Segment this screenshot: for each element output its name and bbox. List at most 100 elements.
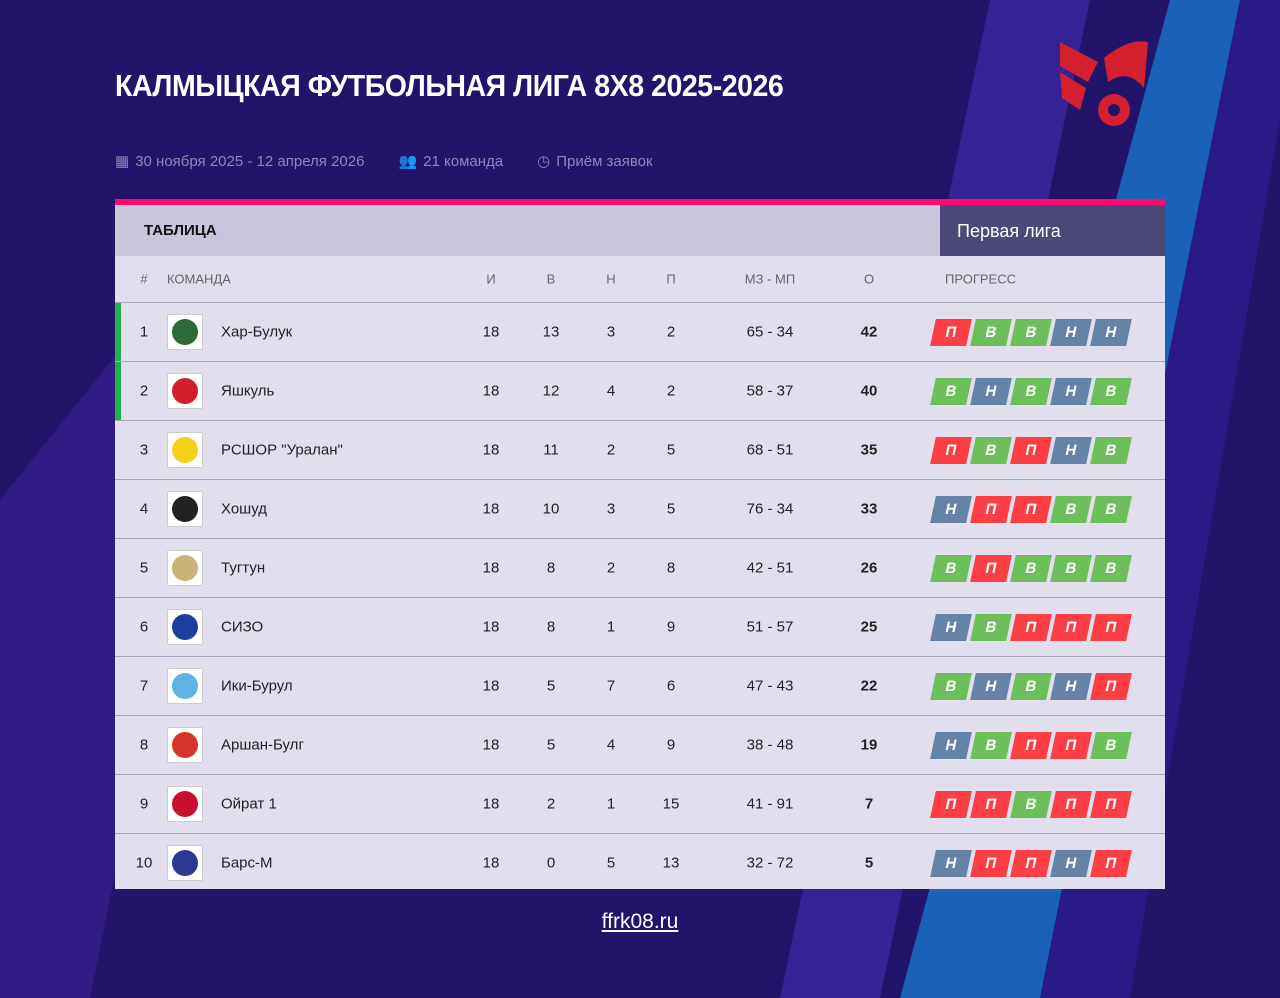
played: 18 — [482, 500, 500, 518]
standings-table: ТАБЛИЦА Первая лига # КОМАНДА И В Н П МЗ… — [115, 199, 1165, 889]
goals: 65 - 34 — [746, 323, 794, 341]
won: 8 — [546, 559, 556, 577]
team-name[interactable]: Ойрат 1 — [221, 795, 277, 813]
team-logo — [167, 727, 203, 763]
points: 35 — [860, 441, 878, 459]
result-badge: В — [1050, 555, 1092, 582]
team-name[interactable]: РСШОР "Уралан" — [221, 441, 343, 459]
league-tab[interactable]: Первая лига — [940, 205, 1165, 256]
won: 12 — [542, 382, 560, 400]
won: 5 — [546, 677, 556, 695]
calendar-icon: ▦ — [115, 153, 130, 170]
col-played: И — [486, 271, 496, 287]
played: 18 — [482, 795, 500, 813]
result-badge: Н — [930, 850, 972, 877]
position: 9 — [139, 795, 149, 813]
result-badge: П — [1010, 496, 1052, 523]
result-badge: Н — [1050, 437, 1092, 464]
won: 11 — [543, 441, 559, 459]
won: 0 — [546, 854, 556, 872]
result-badge: Н — [1050, 673, 1092, 700]
result-badge: П — [970, 791, 1012, 818]
result-badge: Н — [970, 378, 1012, 405]
points: 33 — [860, 500, 878, 518]
site-link[interactable]: ffrk08.ru — [601, 910, 679, 933]
won: 8 — [546, 618, 556, 636]
result-badge: П — [1050, 614, 1092, 641]
team-name[interactable]: Барс-М — [221, 854, 273, 872]
result-badge: П — [1090, 673, 1132, 700]
goals: 32 - 72 — [746, 854, 794, 872]
goals: 41 - 91 — [746, 795, 794, 813]
result-badge: В — [930, 555, 972, 582]
position: 6 — [139, 618, 149, 636]
goals: 42 - 51 — [746, 559, 794, 577]
team-name[interactable]: Хошуд — [221, 500, 267, 518]
team-name[interactable]: Яшкуль — [221, 382, 275, 400]
page-title: КАЛМЫЦКАЯ ФУТБОЛЬНАЯ ЛИГА 8Х8 2025-2026 — [115, 68, 784, 103]
drawn: 5 — [606, 854, 616, 872]
dates-info: ▦ 30 ноября 2025 - 12 апреля 2026 — [115, 153, 365, 170]
result-badge: В — [930, 673, 972, 700]
result-badge: П — [1010, 732, 1052, 759]
column-headers: # КОМАНДА И В Н П МЗ - МП О ПРОГРЕСС — [115, 256, 1165, 302]
result-badge: В — [1090, 437, 1132, 464]
position: 5 — [139, 559, 149, 577]
lost: 9 — [666, 618, 676, 636]
points: 26 — [860, 559, 878, 577]
goals: 47 - 43 — [746, 677, 794, 695]
result-badge: В — [1090, 732, 1132, 759]
result-badge: В — [930, 378, 972, 405]
result-badge: Н — [1050, 850, 1092, 877]
result-badge: В — [1090, 555, 1132, 582]
result-badge: П — [930, 437, 972, 464]
result-badge: В — [1010, 319, 1052, 346]
col-goals: МЗ - МП — [744, 271, 796, 287]
team-name[interactable]: СИЗО — [221, 618, 264, 636]
result-badge: П — [1090, 614, 1132, 641]
drawn: 1 — [606, 618, 616, 636]
played: 18 — [482, 618, 500, 636]
played: 18 — [482, 441, 500, 459]
won: 13 — [542, 323, 560, 341]
team-name[interactable]: Аршан-Булг — [221, 736, 304, 754]
team-name[interactable]: Ики-Бурул — [221, 677, 293, 695]
team-name[interactable]: Тугтун — [221, 559, 266, 577]
result-badge: В — [1090, 496, 1132, 523]
result-badge: Н — [930, 496, 972, 523]
teams-info: 👥 21 команда — [398, 153, 504, 170]
team-name[interactable]: Хар-Булук — [221, 323, 293, 341]
result-badge: В — [1010, 378, 1052, 405]
result-badge: П — [970, 496, 1012, 523]
col-team: КОМАНДА — [167, 271, 231, 287]
leader-marker — [115, 362, 121, 420]
lost: 15 — [662, 795, 680, 813]
col-won: В — [546, 271, 556, 287]
team-logo — [167, 609, 203, 645]
position: 7 — [139, 677, 149, 695]
lost: 5 — [666, 500, 676, 518]
result-badge: Н — [1050, 378, 1092, 405]
played: 18 — [482, 382, 500, 400]
team-logo — [167, 845, 203, 881]
points: 25 — [860, 618, 878, 636]
drawn: 1 — [606, 795, 616, 813]
position: 2 — [139, 382, 149, 400]
played: 18 — [482, 736, 500, 754]
won: 5 — [546, 736, 556, 754]
played: 18 — [482, 559, 500, 577]
points: 42 — [860, 323, 878, 341]
